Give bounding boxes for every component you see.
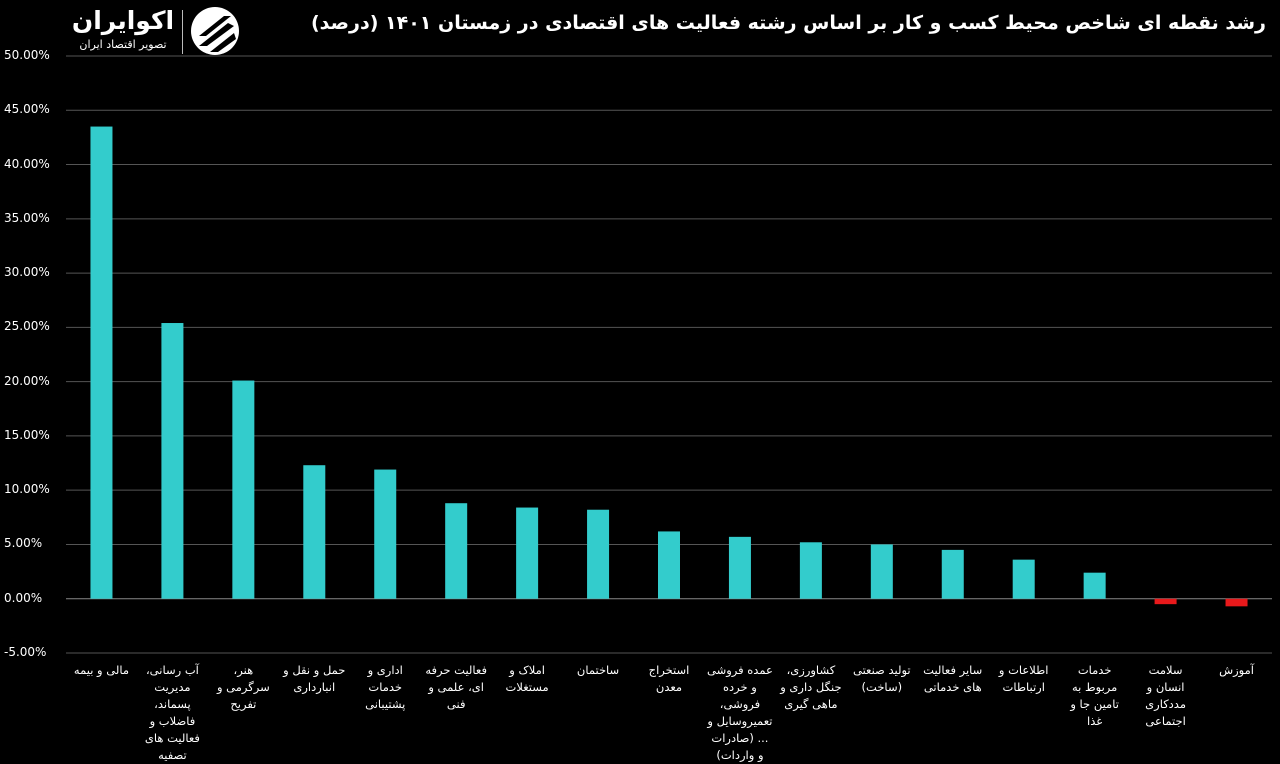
x-category-label: آموزش [1219,663,1254,677]
bar [445,503,468,599]
bar [658,531,680,599]
x-category-label: خدمات مربوط به تامین جا و غذا [1070,663,1119,728]
bar [1225,598,1248,607]
logo-name: اکوایران [71,6,175,35]
y-tick-label: 30.00% [4,265,50,280]
chart-title: رشد نقطه ای شاخص محیط کسب و کار بر اساس … [310,12,1266,34]
bar [728,536,751,599]
x-category-label: ساختمان [576,663,620,677]
grid-lines [66,55,1272,654]
x-category-label: آب رسانی، مدیریت پسماند، فاضلاب و فعالیت… [144,663,200,762]
logo-tagline: تصویر اقتصاد ایران [79,38,167,51]
y-tick-label: 50.00% [4,48,50,62]
x-category-label: هنر، سرگرمی و تفریح [216,663,270,711]
bar [1012,559,1035,599]
y-tick-label: 0.00% [4,590,43,605]
bar [161,323,184,599]
y-tick-label: 15.00% [4,427,50,442]
y-tick-label: 40.00% [4,156,50,171]
x-category-label: اداری و خدمات پشتیبانی [365,663,406,711]
x-category-label: اطلاعات و ارتباطات [998,663,1049,694]
y-tick-label: 10.00% [4,482,50,497]
y-tick-label: 5.00% [4,536,43,551]
logo-mark-icon [191,7,239,55]
x-category-label: عمده فروشی و خرده فروشی، تعمیروسایل و ..… [707,663,773,762]
x-category-label: سایر فعالیت های خدماتی [923,663,983,694]
bar [303,465,326,599]
x-category-label: استخراج معدن [648,663,690,694]
y-tick-label: 20.00% [4,373,50,388]
x-category-label: مالی و بیمه [73,663,130,677]
x-category-label: تولید صنعتی (ساخت) [852,663,911,694]
x-category-label: املاک و مستغلات [505,663,549,694]
x-category-label: فعالیت حرفه ای، علمی و فنی [425,663,487,711]
bar [1154,598,1177,605]
bar [374,469,397,599]
bar [1083,572,1106,599]
bar [232,380,255,599]
bar [587,509,610,599]
bar [941,549,964,599]
bar [90,126,113,599]
y-tick-label: 25.00% [4,319,50,334]
logo-divider [182,10,183,54]
bar [516,507,539,599]
y-tick-label: -5.00% [4,645,47,659]
logo: اکوایران تصویر اقتصاد ایران [70,6,245,56]
x-category-label: کشاورزی، جنگل داری و ماهی گیری [780,663,842,711]
x-category-label: سلامت انسان و مددکاری اجتماعی [1145,663,1186,728]
bar [870,544,893,599]
y-tick-label: 45.00% [4,102,50,117]
bar [799,542,822,599]
x-category-label: حمل و نقل و انبارداری [283,663,346,694]
y-tick-label: 35.00% [4,210,50,225]
bars [90,126,1248,607]
